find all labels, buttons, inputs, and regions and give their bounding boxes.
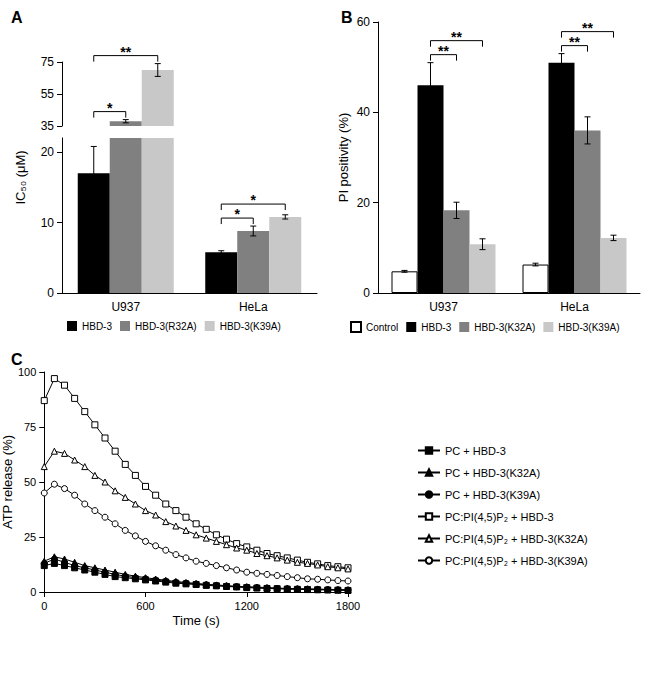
svg-text:0: 0 — [30, 586, 36, 598]
svg-text:HBD-3(R32A): HBD-3(R32A) — [135, 321, 197, 332]
svg-text:HBD-3: HBD-3 — [421, 322, 451, 333]
svg-text:*: * — [251, 192, 257, 208]
svg-text:100: 100 — [18, 366, 36, 378]
svg-text:HBD-3: HBD-3 — [82, 321, 112, 332]
svg-text:PC:PI(4,5)P₂ + HBD-3(K32A): PC:PI(4,5)P₂ + HBD-3(K32A) — [445, 533, 588, 545]
svg-text:HBD-3(K39A): HBD-3(K39A) — [220, 321, 281, 332]
svg-text:U937: U937 — [111, 300, 140, 314]
svg-text:1800: 1800 — [336, 600, 360, 612]
svg-text:40: 40 — [357, 105, 371, 119]
svg-text:**: ** — [120, 44, 131, 60]
svg-text:PC:PI(4,5)P₂ + HBD-3(K39A): PC:PI(4,5)P₂ + HBD-3(K39A) — [445, 555, 588, 567]
svg-text:HBD-3(K39A): HBD-3(K39A) — [558, 322, 619, 333]
svg-text:10: 10 — [41, 216, 55, 230]
svg-text:75: 75 — [24, 421, 36, 433]
svg-text:PC + HBD-3(K39A): PC + HBD-3(K39A) — [445, 489, 540, 501]
svg-text:HeLa: HeLa — [239, 300, 268, 314]
svg-text:25: 25 — [24, 531, 36, 543]
svg-text:*: * — [107, 100, 113, 116]
svg-text:**: ** — [569, 34, 580, 50]
svg-text:60: 60 — [357, 15, 371, 29]
svg-text:Time (s): Time (s) — [173, 613, 220, 628]
svg-text:*: * — [235, 206, 241, 222]
svg-text:600: 600 — [136, 600, 154, 612]
svg-text:55: 55 — [41, 87, 55, 101]
svg-text:**: ** — [582, 20, 593, 36]
svg-text:75: 75 — [41, 55, 55, 69]
svg-text:PC + HBD-3: PC + HBD-3 — [445, 445, 506, 457]
svg-text:**: ** — [451, 29, 462, 45]
svg-text:50: 50 — [24, 476, 36, 488]
svg-text:HBD-3(K32A): HBD-3(K32A) — [474, 322, 535, 333]
svg-text:35: 35 — [41, 119, 55, 133]
svg-text:HeLa: HeLa — [560, 300, 589, 314]
svg-text:C: C — [11, 351, 23, 368]
svg-text:20: 20 — [357, 196, 371, 210]
svg-text:20: 20 — [41, 145, 55, 159]
svg-text:IC₅₀ (μM): IC₅₀ (μM) — [13, 150, 28, 204]
svg-text:0: 0 — [47, 286, 54, 300]
svg-text:PC + HBD-3(K32A): PC + HBD-3(K32A) — [445, 467, 540, 479]
svg-text:PC:PI(4,5)P₂ + HBD-3: PC:PI(4,5)P₂ + HBD-3 — [445, 511, 554, 523]
svg-text:0: 0 — [41, 600, 47, 612]
svg-text:U937: U937 — [429, 300, 458, 314]
svg-text:ATP release (%): ATP release (%) — [0, 435, 15, 529]
svg-text:PI positivity (%): PI positivity (%) — [336, 113, 351, 203]
svg-text:B: B — [341, 9, 353, 26]
svg-text:A: A — [11, 9, 23, 26]
svg-text:Control: Control — [366, 322, 398, 333]
svg-text:0: 0 — [363, 286, 370, 300]
svg-text:**: ** — [438, 43, 449, 59]
svg-text:1200: 1200 — [235, 600, 259, 612]
